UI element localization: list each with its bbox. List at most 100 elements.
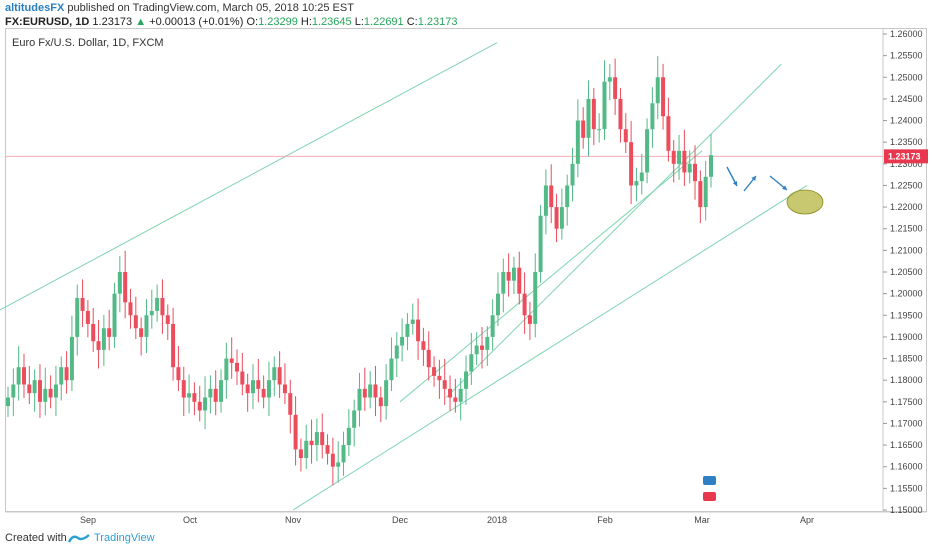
candle-body: [330, 453, 335, 467]
open-value: 1.23299: [258, 16, 298, 28]
candle-body: [698, 181, 703, 208]
candle-body: [362, 388, 367, 398]
candle-body: [538, 215, 543, 272]
candle-body: [245, 384, 250, 394]
candle-body: [107, 328, 112, 337]
candle-body: [53, 384, 58, 398]
candle-body: [21, 367, 26, 385]
candle-body: [144, 315, 149, 337]
candle-body: [272, 367, 277, 381]
candle-body: [101, 328, 106, 350]
candle-body: [59, 367, 64, 385]
x-tick-label: 2018: [487, 515, 507, 525]
candle-body: [43, 388, 48, 402]
y-tick-label: 1.25500: [890, 51, 923, 61]
event-flag-icon: [703, 476, 716, 485]
high-label: H:: [300, 16, 312, 28]
candle-body: [485, 336, 490, 350]
candle-body: [623, 129, 628, 143]
candle-body: [650, 103, 655, 130]
candle-body: [117, 272, 122, 294]
author-link[interactable]: altitudesFX: [5, 2, 65, 14]
y-tick-label: 1.17500: [890, 397, 923, 407]
candle-body: [75, 297, 80, 337]
candle-body: [639, 172, 644, 182]
y-tick-label: 1.22000: [890, 202, 923, 212]
chart-title: Euro Fx/U.S. Dollar, 1D, FXCM: [12, 37, 164, 49]
candle-body: [32, 380, 37, 394]
candle-body: [352, 410, 357, 428]
candle-body: [325, 445, 330, 454]
candle-body: [416, 319, 421, 342]
candle-body: [240, 371, 245, 385]
candle-body: [314, 432, 319, 446]
tradingview-logo-icon: [68, 534, 90, 543]
x-tick-label: Mar: [694, 515, 710, 525]
candle-body: [165, 315, 170, 324]
chart-area[interactable]: [5, 28, 927, 512]
y-tick-label: 1.15500: [890, 483, 923, 493]
candle-body: [261, 388, 266, 398]
candle-body: [575, 120, 580, 164]
candle-body: [123, 272, 128, 303]
candle-body: [586, 98, 591, 138]
candle-body: [464, 371, 469, 389]
candle-body: [293, 414, 298, 450]
candle-body: [266, 380, 271, 398]
candle-body: [229, 358, 234, 363]
candle-body: [176, 367, 181, 381]
candle-body: [48, 388, 53, 398]
publish-info: altitudesFX published on TradingView.com…: [5, 2, 354, 14]
candle-body: [85, 310, 90, 324]
candle-body: [27, 384, 32, 394]
candle-body: [256, 380, 261, 389]
candle-body: [479, 345, 484, 350]
forecast-arrowhead: [782, 185, 787, 190]
candle-body: [11, 384, 16, 398]
candle-body: [320, 432, 325, 446]
y-tick-label: 1.18000: [890, 375, 923, 385]
candle-body: [597, 129, 602, 131]
tradingview-link[interactable]: TradingView: [94, 532, 155, 544]
y-tick-label: 1.22500: [890, 180, 923, 190]
candle-body: [682, 150, 687, 173]
candle-body: [607, 77, 612, 82]
candle-body: [155, 297, 160, 311]
candle-body: [64, 367, 69, 381]
candle-body: [368, 384, 373, 398]
candle-body: [655, 77, 660, 104]
candle-body: [437, 375, 442, 381]
candle-body: [341, 445, 346, 463]
candle-body: [384, 380, 389, 407]
candle-body: [421, 341, 426, 350]
candle-body: [309, 440, 314, 446]
candle-body: [6, 397, 10, 407]
y-tick-label: 1.23500: [890, 137, 923, 147]
y-tick-label: 1.24500: [890, 94, 923, 104]
candle-body: [693, 163, 698, 182]
trendline: [0, 42, 498, 311]
candle-body: [527, 315, 532, 324]
candle-body: [645, 129, 650, 173]
candle-body: [149, 310, 154, 316]
y-tick-label: 1.23000: [890, 159, 923, 169]
candle-body: [618, 98, 623, 130]
close-value: 1.23173: [417, 16, 458, 28]
candle-body: [128, 302, 133, 316]
candle-body: [187, 393, 192, 398]
candle-body: [677, 150, 682, 164]
candle-body: [197, 401, 202, 411]
candle-body: [490, 315, 495, 337]
candle-body: [219, 380, 224, 402]
candle-body: [288, 393, 293, 415]
candle-body: [394, 345, 399, 359]
open-label: O:: [246, 16, 259, 28]
up-arrow-icon: ▲: [135, 16, 147, 28]
candle-body: [703, 176, 708, 208]
candle-body: [554, 207, 559, 229]
candle-body: [613, 77, 618, 99]
high-value: 1.23645: [311, 16, 352, 28]
candle-body: [666, 116, 671, 151]
candle-body: [235, 362, 240, 372]
